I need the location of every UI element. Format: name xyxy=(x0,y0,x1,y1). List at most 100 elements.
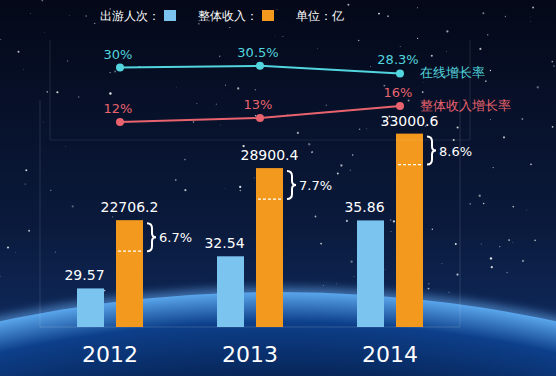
star xyxy=(28,230,30,232)
star xyxy=(530,16,532,18)
star xyxy=(253,177,255,179)
bar xyxy=(357,220,384,327)
star xyxy=(317,47,319,49)
star xyxy=(522,260,524,262)
star xyxy=(176,86,178,88)
star xyxy=(0,39,1,40)
star xyxy=(480,243,482,245)
annotation-brace xyxy=(427,137,436,165)
star xyxy=(326,105,327,106)
data-label: 28900.4 xyxy=(241,147,299,163)
star xyxy=(229,27,230,28)
marker xyxy=(116,118,124,126)
data-label: 12% xyxy=(104,101,133,116)
annotation: 7.7% xyxy=(299,178,332,193)
annotation-dash xyxy=(398,164,421,165)
star xyxy=(350,170,351,171)
star xyxy=(448,291,450,293)
star xyxy=(455,243,457,245)
star xyxy=(422,91,424,93)
star xyxy=(114,70,116,72)
star xyxy=(30,12,32,14)
bars xyxy=(77,134,423,327)
star xyxy=(456,273,458,275)
star xyxy=(493,167,494,168)
star xyxy=(0,276,1,277)
star xyxy=(508,239,510,241)
star xyxy=(276,9,278,11)
star xyxy=(78,96,79,97)
star xyxy=(311,151,313,153)
data-label: 16% xyxy=(384,85,413,100)
star xyxy=(69,15,71,17)
star xyxy=(282,36,284,38)
star xyxy=(112,216,113,217)
legend-swatch xyxy=(262,10,274,21)
star xyxy=(370,66,371,67)
bar xyxy=(217,256,244,327)
bar xyxy=(396,134,423,327)
star xyxy=(65,146,67,148)
y-axis-line xyxy=(50,40,51,140)
star xyxy=(358,40,360,42)
star xyxy=(506,272,507,273)
star xyxy=(42,121,44,123)
star xyxy=(347,4,349,6)
star xyxy=(109,72,110,73)
star xyxy=(491,266,493,268)
star xyxy=(490,119,491,120)
annotation-dash xyxy=(118,251,141,252)
star xyxy=(521,118,523,120)
category-label: 2014 xyxy=(362,342,418,367)
chart-root: 29.5732.5435.8622706.228900.433000.66.7%… xyxy=(0,0,556,376)
star xyxy=(490,70,491,71)
annotation-dash xyxy=(258,198,281,199)
star xyxy=(384,268,386,270)
data-label: 28.3% xyxy=(377,52,418,67)
star xyxy=(534,239,536,241)
legend-label: 整体收入： xyxy=(198,9,258,23)
bar-labels: 29.5732.5435.8622706.228900.433000.6 xyxy=(64,113,438,284)
star xyxy=(85,15,86,16)
data-label: 22706.2 xyxy=(101,199,159,215)
star xyxy=(216,104,217,105)
bar xyxy=(256,168,283,327)
star xyxy=(25,184,26,185)
star xyxy=(432,229,433,230)
star xyxy=(378,13,380,15)
data-label: 30% xyxy=(104,47,133,62)
annotation-brace xyxy=(147,223,156,251)
annotation: 6.7% xyxy=(159,230,192,245)
data-label: 30.5% xyxy=(237,45,278,60)
star xyxy=(505,16,506,17)
star xyxy=(308,143,310,145)
star xyxy=(56,91,58,93)
star xyxy=(352,154,354,156)
star xyxy=(109,92,111,94)
star xyxy=(311,152,312,153)
star xyxy=(175,179,177,181)
star xyxy=(526,209,528,211)
star xyxy=(399,45,401,47)
star xyxy=(55,252,56,253)
star xyxy=(553,65,555,67)
star xyxy=(193,121,195,123)
star xyxy=(184,189,186,191)
marker xyxy=(396,102,404,110)
data-label: 13% xyxy=(244,97,273,112)
star xyxy=(350,261,352,263)
marker xyxy=(256,114,264,122)
star xyxy=(387,15,389,17)
star xyxy=(417,7,418,8)
star xyxy=(485,80,487,82)
star xyxy=(18,51,20,53)
star xyxy=(184,159,186,161)
star xyxy=(239,186,241,188)
star xyxy=(512,206,514,208)
star xyxy=(315,216,317,218)
annotation-brace xyxy=(287,171,296,199)
star xyxy=(23,69,25,71)
legend-swatch xyxy=(164,10,176,21)
star xyxy=(104,290,106,292)
star xyxy=(219,55,221,57)
